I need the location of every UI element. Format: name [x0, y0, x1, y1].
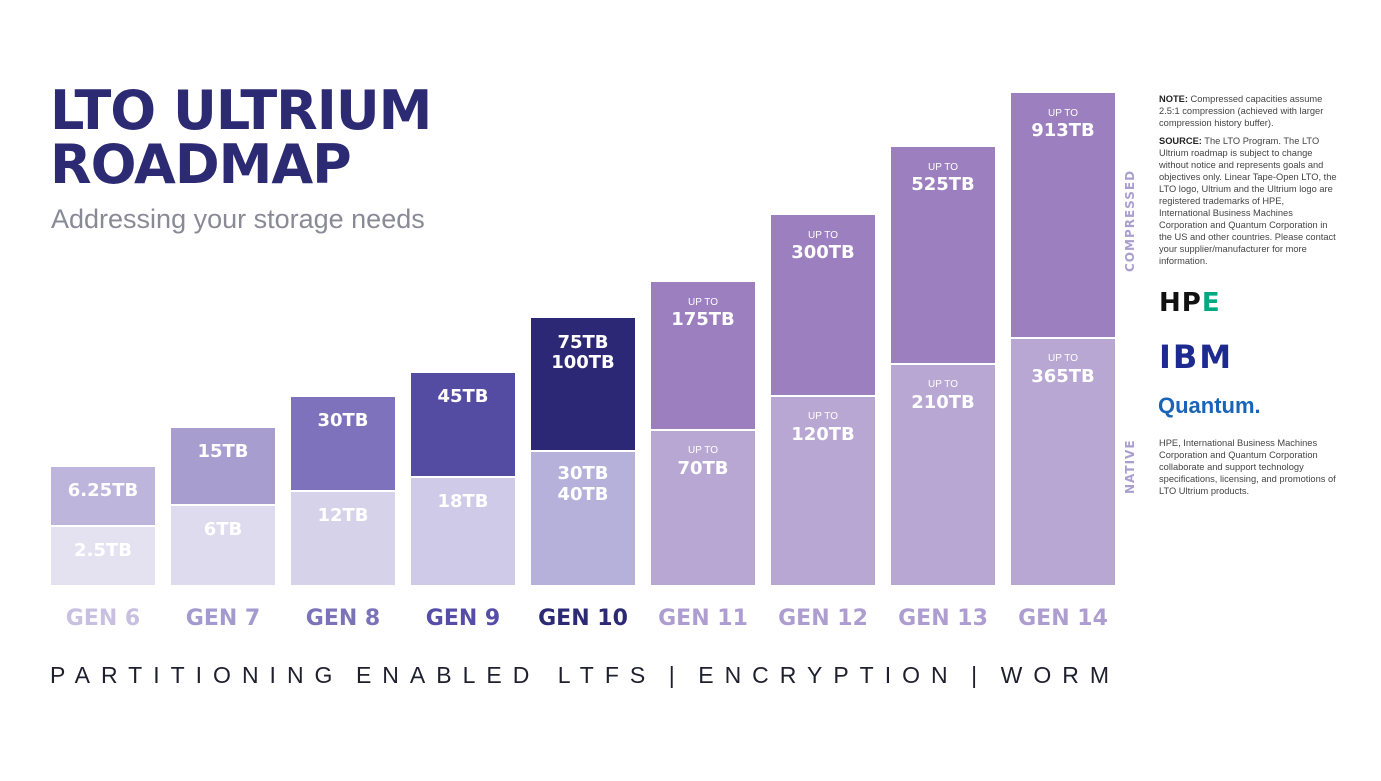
native-value-label: 40TB — [557, 484, 608, 505]
generation-label: GEN 9 — [426, 606, 500, 631]
up-to-label: UP TO — [688, 445, 718, 456]
compressed-value-label: 75TB — [557, 332, 608, 353]
compressed-value-label: 300TB — [791, 242, 855, 263]
source-text: The LTO Program. The LTO Ultrium roadmap… — [1159, 136, 1337, 266]
compressed-bar — [291, 397, 395, 490]
note-text: Compressed capacities assume 2.5:1 compr… — [1159, 94, 1324, 128]
up-to-label: UP TO — [928, 379, 958, 390]
up-to-label: UP TO — [928, 162, 958, 173]
ibm-logo: IBM — [1159, 338, 1233, 376]
note-paragraph: NOTE: Compressed capacities assume 2.5:1… — [1159, 93, 1337, 129]
compressed-value-label: 15TB — [197, 441, 248, 462]
compressed-bar — [411, 373, 515, 476]
footer-item: ENABLED LTFS — [355, 662, 657, 688]
ibm-logo-text: IBM — [1159, 338, 1234, 376]
native-bar — [1011, 339, 1115, 585]
compressed-value-label: 45TB — [437, 386, 488, 407]
up-to-label: UP TO — [688, 297, 718, 308]
native-value-label: 6TB — [204, 519, 243, 540]
native-bar — [531, 452, 635, 585]
compressed-value-label: 6.25TB — [68, 480, 138, 501]
up-to-label: UP TO — [808, 230, 838, 241]
compressed-value-label: 100TB — [551, 352, 615, 373]
generation-label: GEN 11 — [658, 606, 748, 631]
generation-label: GEN 6 — [66, 606, 140, 631]
generation-label: GEN 12 — [778, 606, 868, 631]
native-value-label: 365TB — [1031, 366, 1095, 387]
generation-label: GEN 14 — [1018, 606, 1108, 631]
partners-text: HPE, International Business Machines Cor… — [1159, 438, 1336, 496]
compressed-axis-label: COMPRESSED — [1123, 169, 1137, 272]
native-value-label: 210TB — [911, 392, 975, 413]
compressed-value-label: 913TB — [1031, 120, 1095, 141]
generation-label: GEN 13 — [898, 606, 988, 631]
compressed-bar — [1011, 93, 1115, 337]
native-bar — [891, 365, 995, 585]
compressed-bar — [771, 215, 875, 395]
hpe-logo-e: E — [1201, 288, 1221, 318]
note-label: NOTE: — [1159, 94, 1188, 104]
footer-separator: | — [971, 662, 989, 688]
up-to-label: UP TO — [808, 411, 838, 422]
native-bar — [651, 431, 755, 585]
footer-separator: | — [668, 662, 686, 688]
compressed-bar — [651, 282, 755, 429]
title-line-2: ROADMAP — [50, 133, 352, 196]
source-label: SOURCE: — [1159, 136, 1202, 146]
hpe-logo: HPE — [1159, 288, 1221, 318]
generation-label: GEN 7 — [186, 606, 260, 631]
up-to-label: UP TO — [1048, 353, 1078, 364]
compressed-value-label: 525TB — [911, 174, 975, 195]
native-bar — [291, 492, 395, 585]
native-value-label: 30TB — [557, 463, 608, 484]
subtitle: Addressing your storage needs — [51, 204, 425, 234]
native-bar — [171, 506, 275, 585]
native-bar — [411, 478, 515, 585]
notes-block: NOTE: Compressed capacities assume 2.5:1… — [1159, 93, 1337, 273]
generation-label: GEN 8 — [306, 606, 380, 631]
quantum-logo: Quantum. — [1158, 393, 1261, 418]
native-value-label: 120TB — [791, 424, 855, 445]
page-title: LTO ULTRIUM ROADMAP — [50, 79, 432, 196]
native-value-label: 18TB — [437, 491, 488, 512]
native-bar — [51, 527, 155, 585]
native-bar — [771, 397, 875, 585]
footer-item: PARTITIONING — [50, 662, 344, 688]
compressed-value-label: 30TB — [317, 410, 368, 431]
native-axis-label: NATIVE — [1123, 439, 1137, 494]
hpe-logo-text: HP — [1159, 288, 1202, 318]
native-value-label: 12TB — [317, 505, 368, 526]
compressed-bar — [891, 147, 995, 363]
compressed-bar — [531, 318, 635, 450]
title-line-1: LTO ULTRIUM — [50, 79, 432, 142]
compressed-value-label: 175TB — [671, 309, 735, 330]
compressed-bar — [51, 467, 155, 525]
footer-item: ENCRYPTION — [698, 662, 959, 688]
compressed-bar — [171, 428, 275, 504]
native-value-label: 70TB — [677, 458, 728, 479]
footer-item: WORM — [1000, 662, 1120, 688]
source-paragraph: SOURCE: The LTO Program. The LTO Ultrium… — [1159, 135, 1337, 267]
features-footer: PARTITIONING ENABLED LTFS | ENCRYPTION |… — [50, 662, 1120, 689]
up-to-label: UP TO — [1048, 108, 1078, 119]
generation-label: GEN 10 — [538, 606, 628, 631]
native-value-label: 2.5TB — [74, 540, 132, 561]
